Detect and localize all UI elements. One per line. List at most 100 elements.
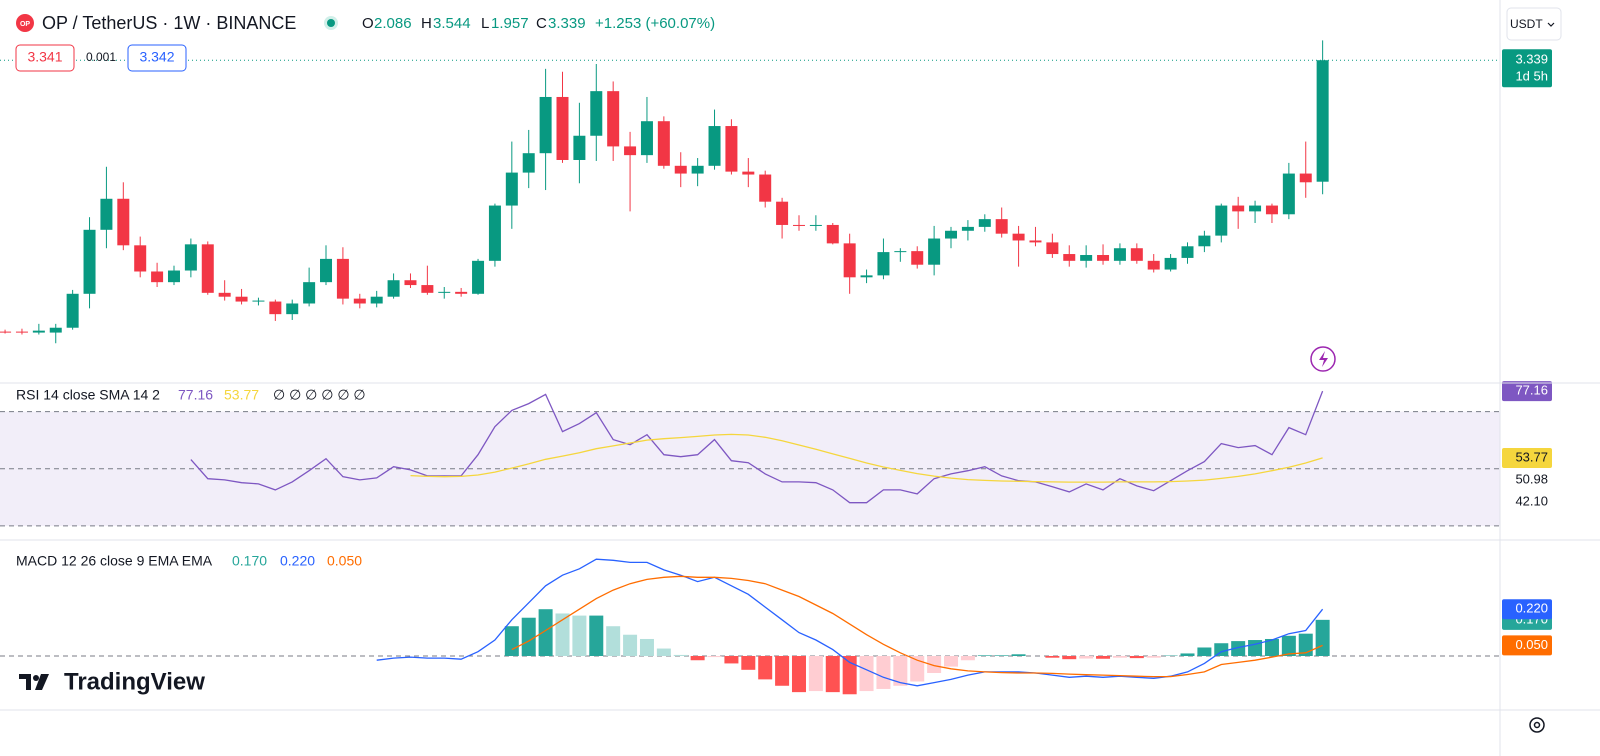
candle-body <box>1164 257 1177 270</box>
candle-body <box>387 280 400 297</box>
candle-body <box>860 275 873 278</box>
histogram-bar <box>1214 643 1229 656</box>
candle-body <box>252 300 265 302</box>
candle-body <box>134 245 147 272</box>
ohlc-key: H <box>421 15 432 32</box>
buy-button[interactable] <box>127 44 187 72</box>
last-value-label: 0.220 <box>1515 601 1548 616</box>
histogram-bar <box>1112 655 1127 658</box>
ohlc-key: O <box>362 15 374 32</box>
ohlc-value: 3.339 <box>548 15 586 32</box>
histogram-bar <box>724 655 739 664</box>
histogram-bar <box>808 655 823 692</box>
histogram-bar <box>1045 655 1060 658</box>
candle-body <box>320 258 333 283</box>
histogram-bar <box>1180 653 1195 656</box>
chevron <box>1547 22 1555 27</box>
histogram-bar <box>1298 633 1313 656</box>
last-value-label: 77.16 <box>1515 383 1548 398</box>
ohlc-value: 1.957 <box>491 15 529 32</box>
candle-body <box>15 331 28 333</box>
candle-body <box>201 244 214 293</box>
candle-body <box>66 293 79 328</box>
status-dot <box>327 19 335 27</box>
candle-body <box>505 172 518 206</box>
candle-body <box>1232 205 1245 212</box>
sell-button[interactable] <box>15 44 75 72</box>
ask-price: 3.342 <box>139 49 174 65</box>
candle-body <box>590 91 603 136</box>
histogram-bar <box>1129 655 1144 659</box>
candle-body <box>370 296 383 304</box>
candle-body <box>1029 240 1042 243</box>
logo-shape <box>35 674 49 690</box>
currency-button[interactable] <box>1506 7 1562 41</box>
candle-body <box>539 96 552 154</box>
candle-body <box>1316 60 1329 182</box>
candle-body <box>269 301 282 315</box>
candle-body <box>1063 254 1076 261</box>
histogram-bar <box>927 655 942 674</box>
legend-extra: ∅ ∅ ∅ ∅ ∅ ∅ <box>273 387 366 403</box>
histogram-bar <box>656 648 671 656</box>
candle-body <box>336 258 349 299</box>
histogram-bar <box>1011 654 1026 656</box>
candle-body <box>792 224 805 226</box>
histogram-bar <box>825 655 840 693</box>
legend-value: 0.170 <box>232 553 267 569</box>
logo-text: OP <box>20 21 30 28</box>
histogram-bar <box>690 655 705 661</box>
candle-body <box>894 251 907 253</box>
logo-shape <box>19 674 31 690</box>
candle-body <box>607 91 620 147</box>
symbol-title[interactable]: OP / TetherUS · 1W · BINANCE <box>42 13 296 33</box>
candle-body <box>1046 242 1059 255</box>
ohlc-value: 3.544 <box>433 15 471 32</box>
last-value-label-box <box>1502 599 1552 620</box>
candle-body <box>286 303 299 315</box>
candle-body <box>776 201 789 225</box>
candle-body <box>1215 205 1228 236</box>
histogram-bar <box>639 638 654 656</box>
candle-body <box>151 271 164 283</box>
candle-body <box>438 291 451 293</box>
candle-body <box>945 230 958 239</box>
countdown: 1d 5h <box>1515 69 1548 84</box>
logo-shape <box>33 675 39 681</box>
candle-body <box>928 238 941 265</box>
histogram-bar <box>572 615 587 656</box>
candle-body <box>32 330 45 333</box>
candle-body <box>218 292 231 297</box>
labels: 3.339 1d 5h RSI 14 close SMA 14 2 77.16 77.1… <box>16 49 1552 656</box>
candle-body <box>1265 205 1278 215</box>
currency: USDT <box>1510 17 1543 31</box>
histogram-bar <box>994 655 1009 656</box>
candle-body <box>624 146 637 156</box>
brand-logo[interactable]: TradingView <box>19 668 205 695</box>
bolt <box>1319 351 1328 367</box>
histogram-bar <box>521 617 536 656</box>
legend-value: 77.16 <box>178 387 213 403</box>
candle-body <box>1198 235 1211 247</box>
scale-label: 50.98 <box>1515 471 1548 486</box>
histogram-bar <box>673 654 688 656</box>
histogram-bar <box>1096 655 1111 659</box>
candle-body <box>674 165 687 174</box>
legend-value: 0.050 <box>327 553 362 569</box>
candle-body <box>235 296 248 302</box>
histogram-bar <box>859 655 874 692</box>
candle-body <box>455 291 468 294</box>
histogram-bar <box>960 655 975 661</box>
ohlc-key: L <box>481 15 489 32</box>
settings-icon[interactable] <box>1529 717 1545 733</box>
candle-body <box>184 244 197 271</box>
candle-body <box>1249 205 1262 212</box>
candle-body <box>1147 260 1160 270</box>
histogram-bar <box>707 655 722 658</box>
histogram-bar <box>1264 638 1279 656</box>
histogram-bar <box>504 626 519 656</box>
ohlc-value: 2.086 <box>374 15 412 32</box>
legend-value: 0.220 <box>280 553 315 569</box>
histogram-bar <box>1062 655 1077 660</box>
